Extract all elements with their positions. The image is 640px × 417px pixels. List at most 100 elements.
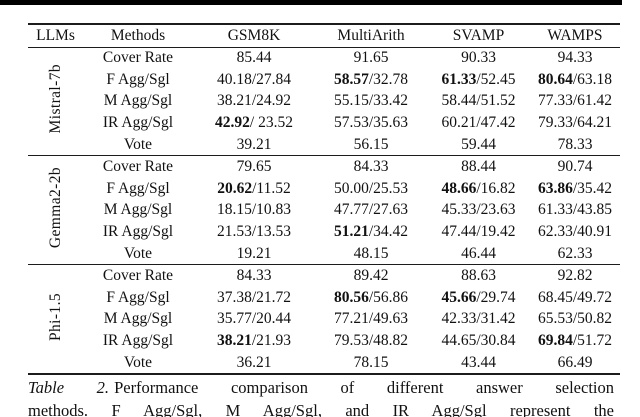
value-cell: 88.63: [461, 267, 496, 285]
value-cell: 39.21: [236, 135, 272, 153]
value-cell: 91.65: [353, 49, 389, 67]
table-row: F Agg/Sgl 20.62/11.52 50.00/25.53 48.66/16.…: [28, 178, 620, 200]
value-cell: 58.57/32.78: [333, 70, 409, 88]
value-cell: 89.42: [353, 267, 389, 285]
value-cell: 40.18/27.84: [216, 70, 292, 88]
value-cell: 94.33: [557, 49, 593, 67]
caption-line-1: Table 2. Performance comparison of differ…: [28, 377, 614, 400]
value-cell: 66.49: [557, 353, 593, 371]
value-cell: 59.44: [461, 135, 496, 153]
model-label-cell: Mistral-7b: [28, 47, 83, 156]
method-cell: F Agg/Sgl: [106, 70, 170, 88]
header-row: LLMs Methods GSM8K MultiArith SVAMP WAMP…: [28, 24, 620, 47]
header-wamps: WAMPS: [547, 26, 603, 44]
header-llms: LLMs: [36, 26, 75, 44]
value-cell: 58.44/51.52: [441, 92, 516, 110]
value-cell: 77.21/49.63: [333, 310, 409, 328]
method-cell: F Agg/Sgl: [106, 288, 170, 306]
value-cell: 21.53/13.53: [216, 223, 292, 241]
table-row: Vote 19.21 48.15 46.44 62.33: [28, 243, 620, 265]
value-cell: 47.77/27.63: [333, 201, 409, 219]
value-cell: 90.33: [461, 49, 496, 67]
method-cell: Cover Rate: [102, 267, 174, 285]
value-cell: 47.44/19.42: [441, 223, 516, 241]
value-cell: 84.33: [236, 267, 272, 285]
value-cell: 68.45/49.72: [537, 288, 613, 306]
value-cell: 48.66/16.82: [441, 179, 516, 197]
value-cell: 57.53/35.63: [333, 114, 409, 132]
table-row: M Agg/Sgl 35.77/20.44 77.21/49.63 42.33/31.…: [28, 309, 620, 331]
header-multiarith: MultiArith: [337, 26, 405, 44]
value-cell: 55.15/33.42: [333, 92, 409, 110]
caption-text-1: Performance comparison of different answ…: [114, 378, 614, 397]
table-row: IR Agg/Sgl 42.92/ 23.52 57.53/35.63 60.21/4…: [28, 112, 620, 134]
value-cell: 56.15: [353, 135, 389, 153]
method-cell: Cover Rate: [102, 49, 174, 67]
value-cell: 92.82: [557, 267, 593, 285]
value-cell: 37.38/21.72: [216, 288, 292, 306]
value-cell: 69.84/51.72: [537, 332, 613, 350]
value-cell: 78.33: [557, 135, 593, 153]
value-cell: 35.77/20.44: [216, 310, 292, 328]
value-cell: 45.66/29.74: [441, 288, 516, 306]
table-row: F Agg/Sgl 40.18/27.84 58.57/32.78 61.33/52.…: [28, 69, 620, 91]
table-row: Vote 36.21 78.15 43.44 66.49: [28, 352, 620, 374]
header-svamp: SVAMP: [452, 26, 505, 44]
table-row: Mistral-7b Cover Rate 85.44 91.65 90.33 94.33: [28, 47, 620, 134]
method-cell: Cover Rate: [102, 158, 174, 176]
table-header: LLMs Methods GSM8K MultiArith SVAMP WAMP…: [28, 24, 620, 47]
table-row: M Agg/Sgl 18.15/10.83 47.77/27.63 45.33/23.…: [28, 200, 620, 222]
table-row: F Agg/Sgl 37.38/21.72 80.56/56.86 45.66/29.…: [28, 287, 620, 309]
value-cell: 42.92/ 23.52: [215, 114, 293, 132]
value-cell: 61.33/43.85: [537, 201, 613, 219]
method-cell: Vote: [123, 353, 153, 371]
method-cell: IR Agg/Sgl: [102, 223, 174, 241]
table-row: Vote 39.21 56.15 59.44 78.33: [28, 134, 620, 156]
value-cell: 62.33: [557, 244, 593, 262]
method-cell: IR Agg/Sgl: [102, 114, 174, 132]
value-cell: 90.74: [557, 158, 593, 176]
value-cell: 80.64/63.18: [537, 70, 613, 88]
method-cell: Vote: [123, 135, 153, 153]
value-cell: 20.62/11.52: [217, 179, 291, 197]
value-cell: 42.33/31.42: [441, 310, 516, 328]
method-cell: M Agg/Sgl: [103, 92, 173, 110]
value-cell: 38.21/21.93: [216, 332, 292, 350]
value-cell: 63.86/35.42: [537, 179, 613, 197]
table-row: IR Agg/Sgl 21.53/13.53 51.21/34.42 47.44/19…: [28, 221, 620, 243]
table-row: M Agg/Sgl 38.21/24.92 55.15/33.42 58.44/51.…: [28, 91, 620, 113]
value-cell: 65.53/50.82: [537, 310, 613, 328]
method-cell: M Agg/Sgl: [103, 201, 173, 219]
method-cell: Vote: [123, 244, 153, 262]
value-cell: 38.21/24.92: [216, 92, 292, 110]
value-cell: 48.15: [353, 244, 389, 262]
results-table: LLMs Methods GSM8K MultiArith SVAMP WAMP…: [28, 23, 620, 375]
value-cell: 44.65/30.84: [441, 332, 516, 350]
model-group: Phi-1.5 Cover Rate 84.33 89.42 88.63 92.82 F A…: [28, 265, 620, 374]
caption-line-2: methods. F Agg/Sgl, M Agg/Sgl, and IR Ag…: [28, 400, 614, 417]
value-cell: 51.21/34.42: [333, 223, 409, 241]
method-cell: IR Agg/Sgl: [102, 332, 174, 350]
value-cell: 19.21: [236, 244, 272, 262]
value-cell: 79.53/48.82: [333, 332, 409, 350]
value-cell: 46.44: [461, 244, 496, 262]
value-cell: 50.00/25.53: [333, 179, 409, 197]
value-cell: 88.44: [461, 158, 496, 176]
value-cell: 79.65: [236, 158, 272, 176]
caption-label: Table 2.: [28, 378, 110, 397]
method-cell: M Agg/Sgl: [103, 310, 173, 328]
value-cell: 18.15/10.83: [216, 201, 292, 219]
value-cell: 61.33/52.45: [441, 70, 516, 88]
header-gsm8k: GSM8K: [227, 26, 281, 44]
table-row: IR Agg/Sgl 38.21/21.93 79.53/48.82 44.65/30…: [28, 330, 620, 352]
value-cell: 45.33/23.63: [441, 201, 516, 219]
value-cell: 85.44: [236, 49, 272, 67]
model-label: Gemma2-2b: [46, 167, 64, 249]
model-group: Gemma2-2b Cover Rate 79.65 84.33 88.44 90.74 F…: [28, 156, 620, 265]
model-label: Phi-1.5: [46, 292, 64, 341]
page-top-rule: [0, 0, 622, 5]
value-cell: 84.33: [353, 158, 389, 176]
model-label: Mistral-7b: [46, 64, 64, 134]
model-group: Mistral-7b Cover Rate 85.44 91.65 90.33 94.33…: [28, 47, 620, 156]
